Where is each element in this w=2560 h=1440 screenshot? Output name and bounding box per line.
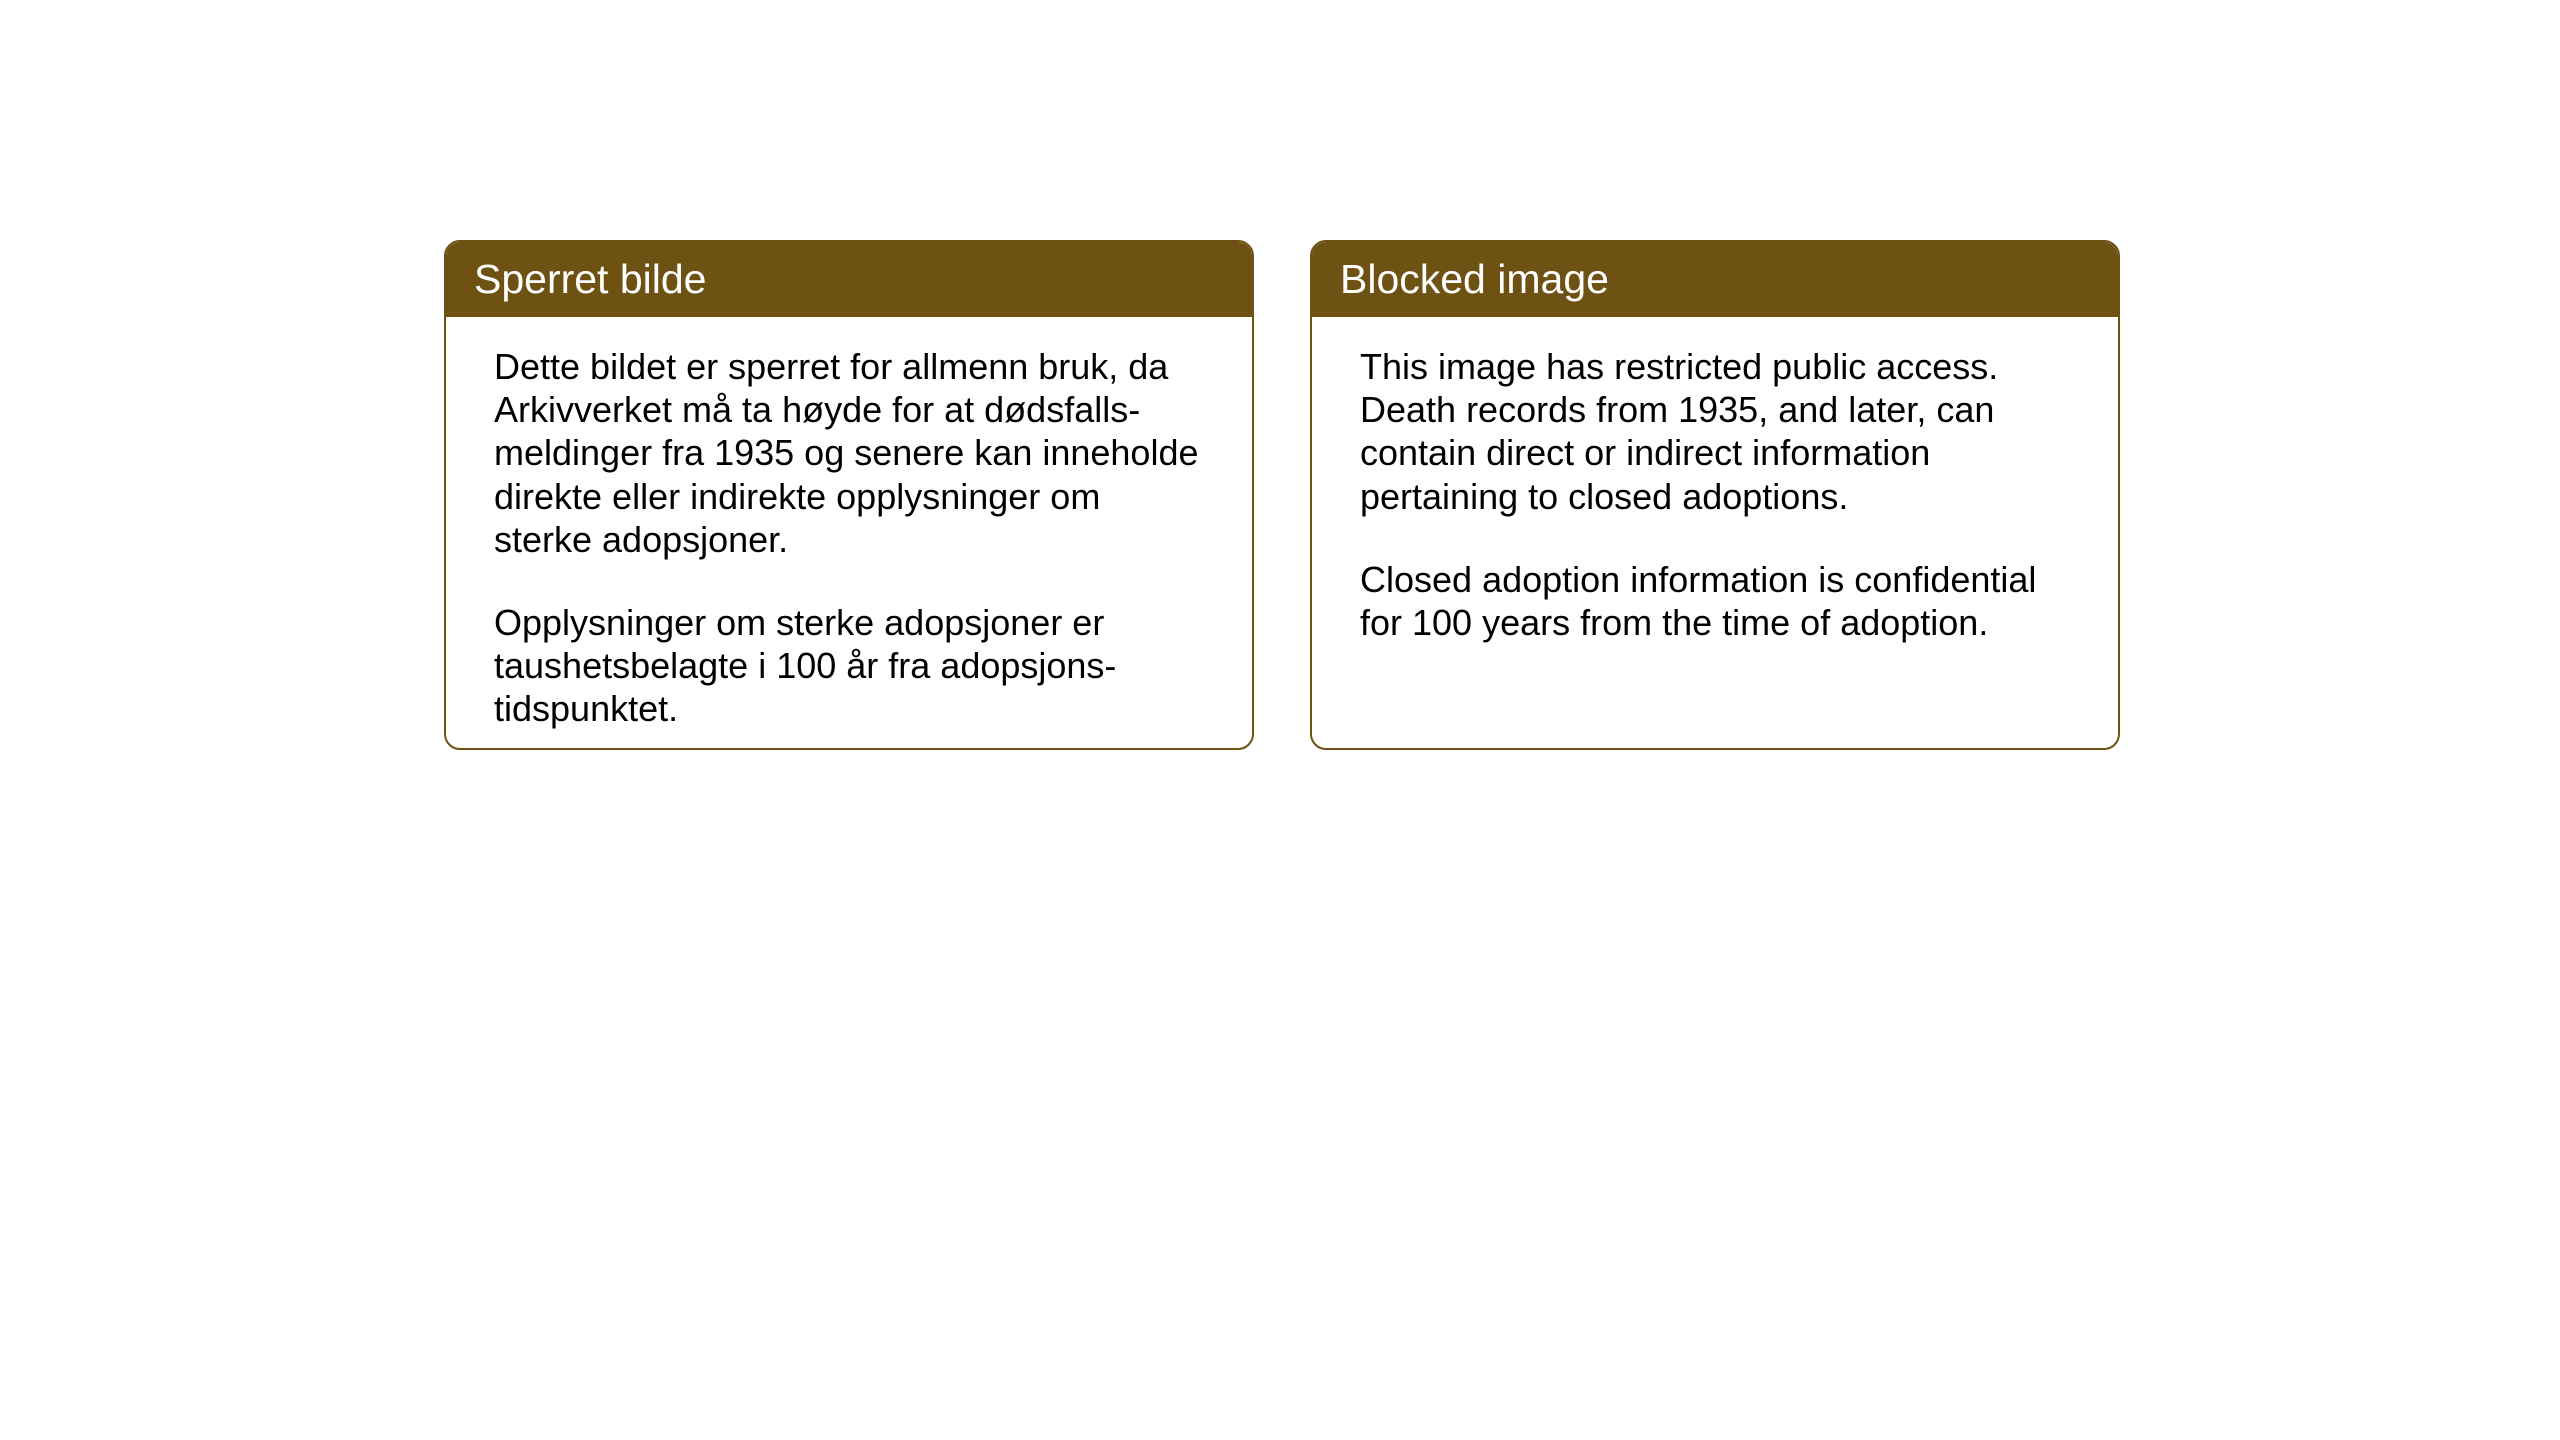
card-norwegian-title: Sperret bilde bbox=[474, 256, 706, 302]
card-norwegian-body: Dette bildet er sperret for allmenn bruk… bbox=[446, 317, 1252, 750]
card-english: Blocked image This image has restricted … bbox=[1310, 240, 2120, 750]
card-container: Sperret bilde Dette bildet er sperret fo… bbox=[0, 0, 2560, 750]
card-norwegian-paragraph-2: Opplysninger om sterke adopsjoner er tau… bbox=[494, 601, 1204, 731]
card-english-paragraph-2: Closed adoption information is confident… bbox=[1360, 558, 2070, 644]
card-english-title: Blocked image bbox=[1340, 256, 1609, 302]
card-norwegian: Sperret bilde Dette bildet er sperret fo… bbox=[444, 240, 1254, 750]
card-english-body: This image has restricted public access.… bbox=[1312, 317, 2118, 672]
card-norwegian-header: Sperret bilde bbox=[446, 242, 1252, 317]
card-norwegian-paragraph-1: Dette bildet er sperret for allmenn bruk… bbox=[494, 345, 1204, 561]
card-english-paragraph-1: This image has restricted public access.… bbox=[1360, 345, 2070, 518]
card-english-header: Blocked image bbox=[1312, 242, 2118, 317]
